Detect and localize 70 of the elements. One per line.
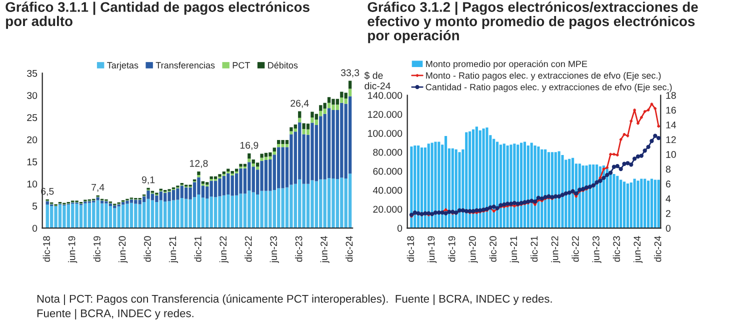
- x-tick-label: jun-24: [320, 236, 330, 263]
- legend-label: Tarjetas: [107, 62, 138, 70]
- y2-tick-label: 18: [666, 92, 676, 99]
- x-tick-label: dic-19: [448, 236, 456, 262]
- x-tick-label: jun-22: [219, 236, 228, 263]
- x-tick-label: jun-21: [168, 236, 178, 263]
- y2-tick-label: 12: [666, 136, 676, 144]
- x-tick-label: jun-23: [592, 236, 602, 263]
- total-label: 16,9: [240, 142, 258, 150]
- source-note: Fuente | BCRA, INDEC y redes.: [37, 309, 194, 320]
- total-label: 7,4: [92, 184, 104, 192]
- y-tick-label: 25: [27, 114, 38, 122]
- y-axis-title: $ de dic-24: [364, 72, 390, 90]
- y2-tick-label: 4: [666, 195, 671, 202]
- y2-tick-label: 16: [666, 106, 676, 114]
- y2-tick-label: 6: [666, 180, 670, 188]
- total-label: 9,1: [142, 176, 155, 184]
- x-tick-label: jun-24: [633, 236, 643, 263]
- x-tick-label: dic-18: [406, 236, 414, 262]
- chart-title: Gráfico 3.1.2 | Pagos electrónicos/extracciones de efectivo y monto promedio de pagos electrónicos por operación: [368, 2, 698, 44]
- x-tick-label: dic-19: [93, 236, 100, 262]
- total-label: 33,3: [340, 69, 360, 78]
- x-tick-label: dic-18: [42, 236, 50, 262]
- y-tick-label: 0: [397, 224, 402, 232]
- x-tick-label: dic-24: [654, 236, 662, 262]
- x-tick-label: jun-20: [468, 236, 478, 263]
- x-tick-label: dic-23: [295, 236, 302, 262]
- x-tick-label: dic-24: [346, 236, 353, 262]
- y2-tick-label: 0: [666, 224, 671, 232]
- y-tick-label: 35: [27, 70, 38, 77]
- x-tick-label: jun-19: [68, 236, 78, 263]
- y2-tick-label: 2: [666, 210, 670, 217]
- y-tick-label: 15: [27, 158, 38, 166]
- legend-label: Cantidad - Ratio pagos elec. y extracciones de efvo (Eje sec.): [426, 84, 672, 92]
- total-label: 12,8: [190, 160, 208, 168]
- y2-tick-label: 10: [666, 151, 676, 158]
- y-tick-label: 60.000: [373, 168, 402, 175]
- y-tick-label: 5: [32, 202, 38, 210]
- y-tick-label: 120.000: [368, 110, 402, 118]
- x-tick-label: jun-21: [510, 236, 519, 263]
- legend-label: PCT: [232, 62, 250, 68]
- text: Nota | PCT: Pagos con Transferencia (únicamente PCT interoperables). Fuente | BCRA, INDEC y redes.: [37, 294, 552, 305]
- y2-tick-label: 8: [666, 166, 670, 173]
- y-tick-label: 40.000: [372, 186, 402, 194]
- x-tick-label: dic-22: [244, 236, 252, 262]
- y2-tick-label: 14: [666, 122, 676, 128]
- y-tick-label: 140.000: [368, 92, 402, 99]
- legend-label: Monto promedio por operación con MPE: [426, 60, 588, 69]
- x-tick-label: jun-20: [118, 236, 128, 263]
- x-tick-label: jun-19: [428, 236, 437, 263]
- y-tick-label: 10: [27, 180, 38, 188]
- x-tick-label: dic-21: [530, 236, 538, 262]
- x-tick-label: dic-21: [194, 236, 202, 262]
- legend-label: Transferencias: [156, 62, 215, 68]
- y-tick-label: 100.000: [368, 130, 402, 137]
- y-tick-label: 30: [27, 92, 38, 99]
- x-tick-label: dic-20: [489, 236, 496, 262]
- x-tick-label: jun-23: [270, 236, 279, 263]
- legend-label: Débitos: [268, 62, 298, 68]
- total-label: 26,4: [290, 100, 309, 108]
- y-tick-label: 80.000: [373, 148, 402, 156]
- chart-title: Gráfico 3.1.1 | Cantidad de pagos electrónicos por adulto: [6, 2, 310, 29]
- legend-label: Monto - Ratio pagos elec. y extracciones de efvo (Eje sec.): [426, 72, 661, 80]
- x-tick-label: dic-20: [144, 236, 151, 262]
- x-tick-label: dic-23: [612, 236, 620, 262]
- y-tick-label: 20: [27, 136, 38, 144]
- x-tick-label: dic-22: [572, 236, 579, 262]
- x-tick-label: jun-22: [551, 236, 560, 263]
- y-tick-label: 0: [32, 224, 38, 232]
- y-tick-label: 20.000: [373, 206, 402, 213]
